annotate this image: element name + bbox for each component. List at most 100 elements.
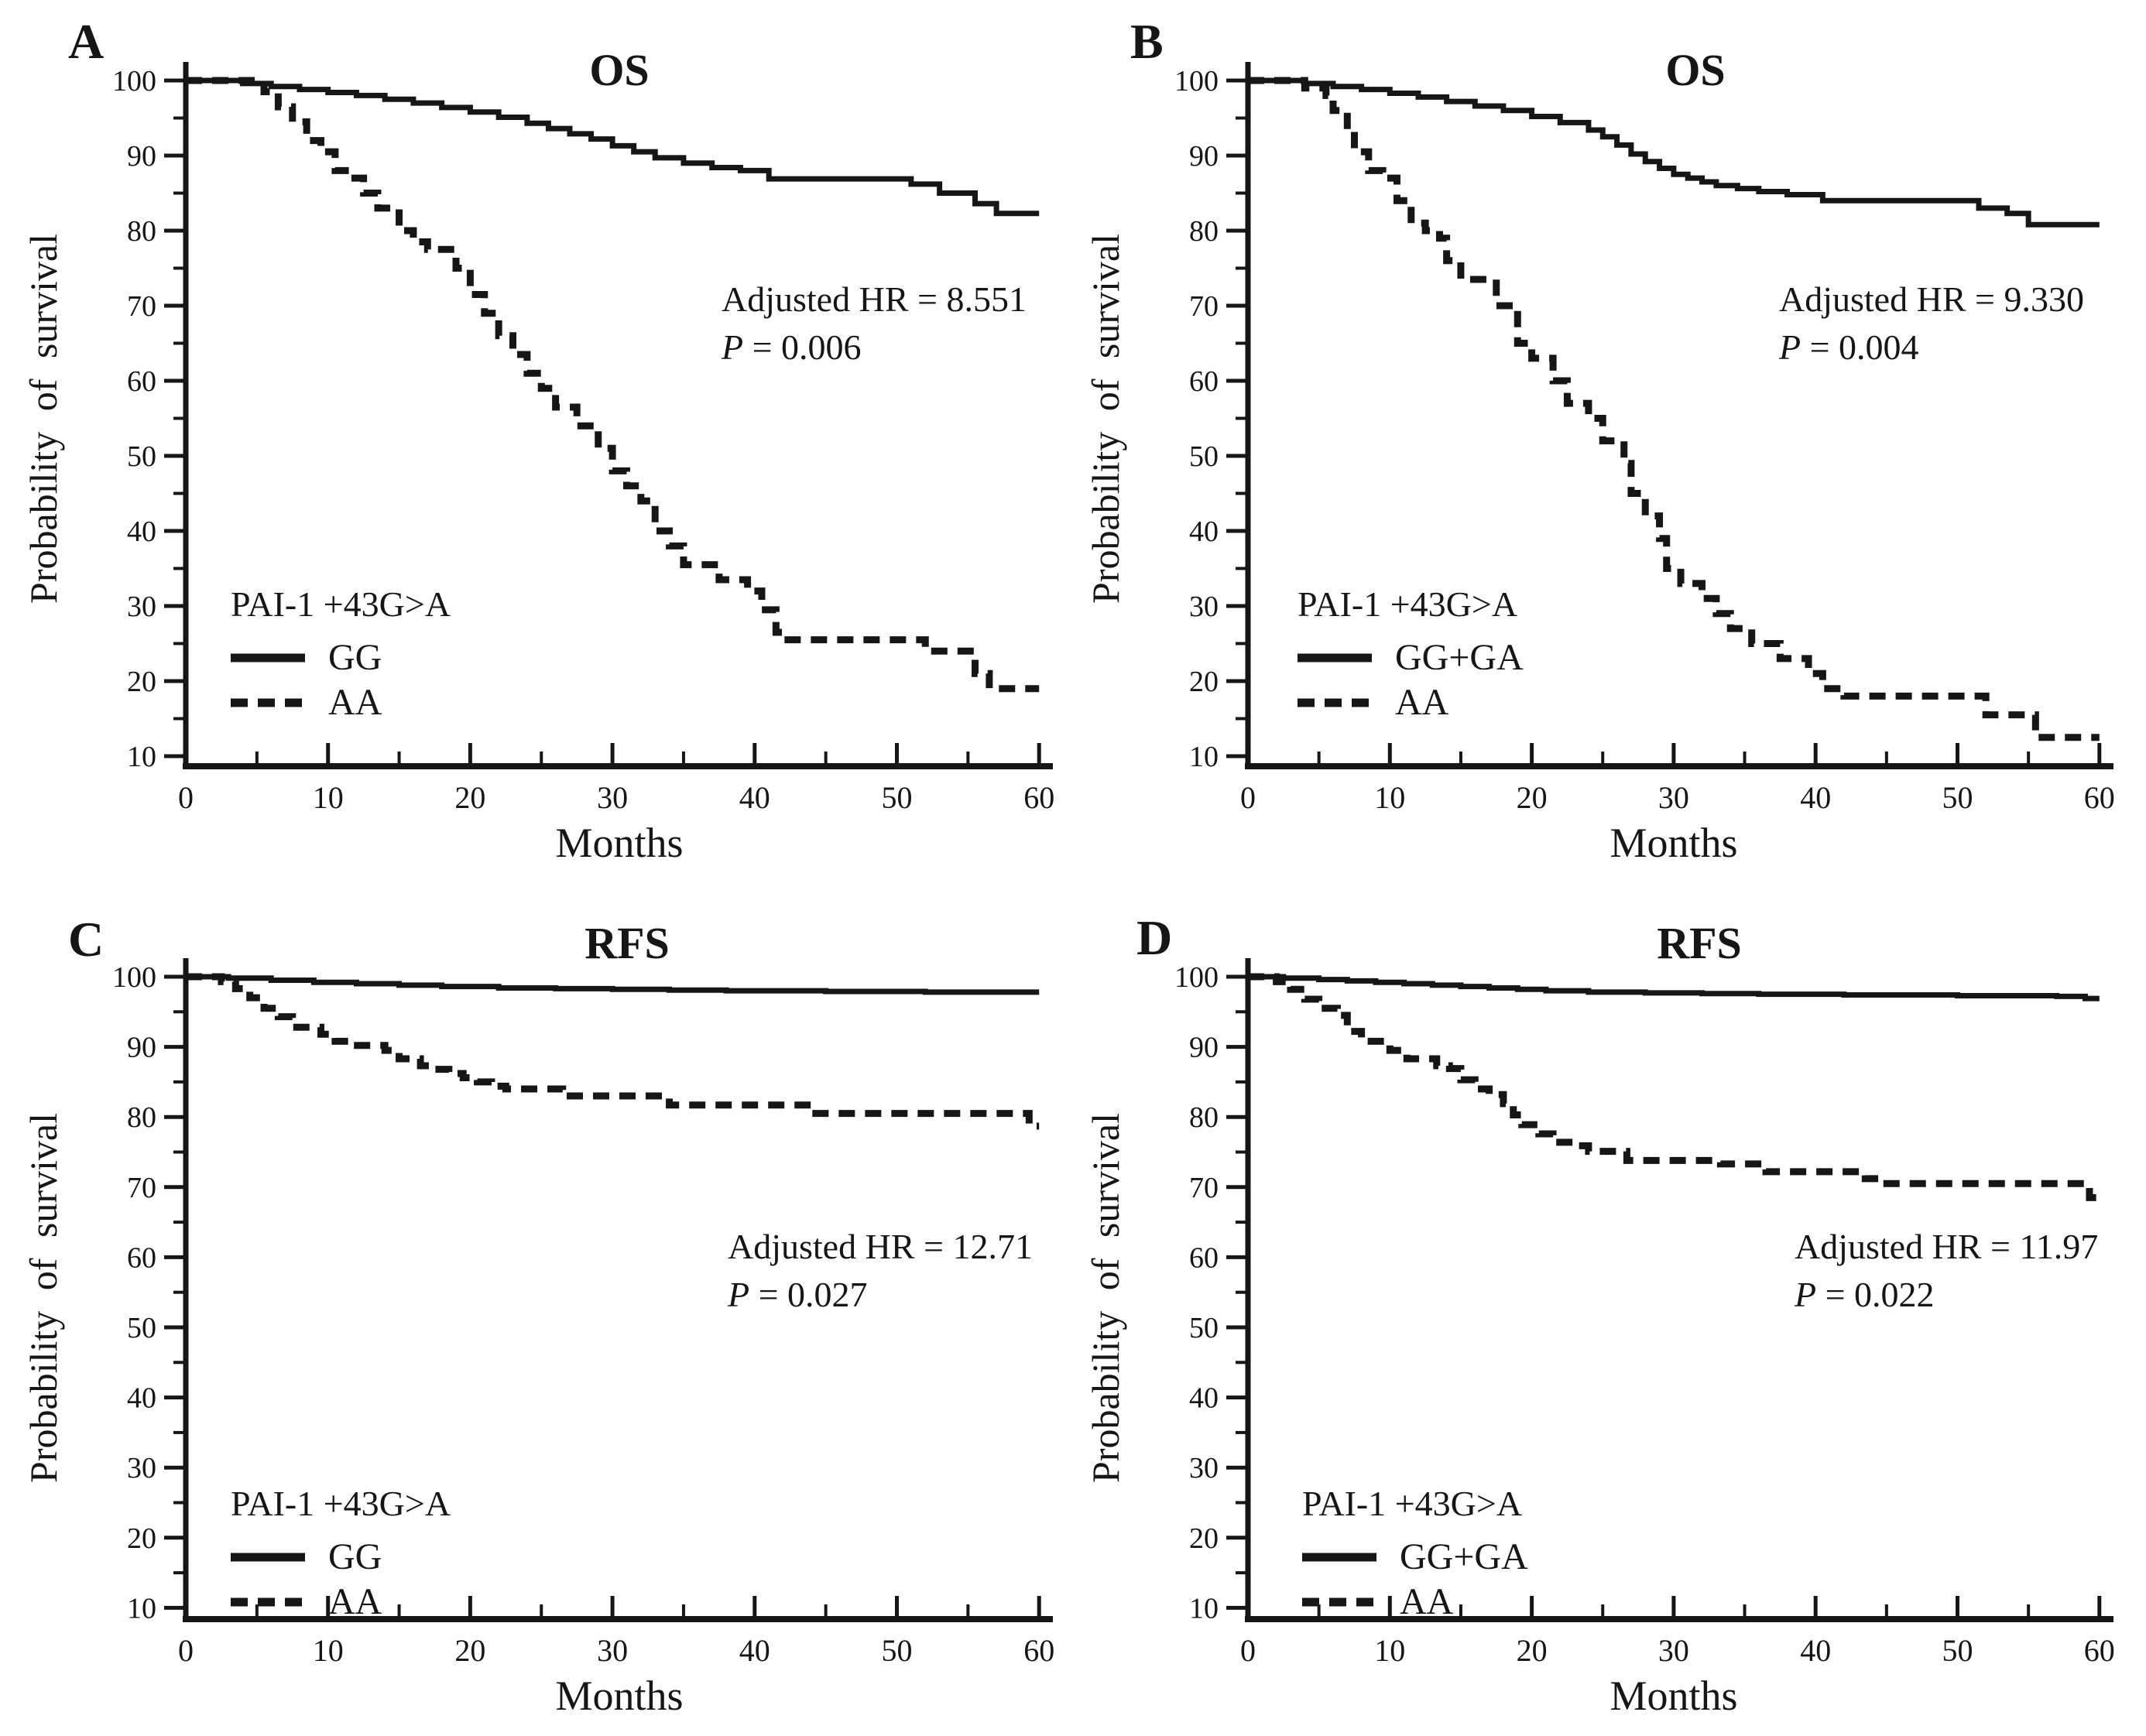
panel-a-p-line: P = 0.006 — [722, 327, 862, 367]
y-tick-label: 50 — [127, 1312, 156, 1344]
x-tick-label: 0 — [178, 1633, 194, 1668]
panel-b-x-axis-label: Months — [1610, 820, 1738, 866]
panel-a-letter: A — [68, 14, 105, 69]
solid-line-sample-icon — [231, 653, 305, 663]
survival-curve-gg — [186, 77, 1040, 217]
x-tick-label: 30 — [597, 1633, 628, 1668]
panel-c-legend: PAI-1 +43G>A GG AA — [231, 1484, 451, 1625]
x-tick-label: 20 — [1517, 780, 1548, 815]
y-tick-label: 70 — [127, 290, 156, 323]
panel-a-legend-label-solid: GG — [328, 637, 382, 679]
panel-b-legend-label-solid: GG+GA — [1395, 637, 1524, 679]
solid-line-sample-icon — [231, 1553, 305, 1562]
panel-b-p-line: P = 0.004 — [1779, 327, 1919, 367]
survival-curve-aa — [186, 77, 1040, 693]
panel-d-hr-line: Adjusted HR = 11.97 — [1795, 1227, 2099, 1266]
panel-c-y-axis-label: Probability of survival — [22, 1113, 65, 1483]
panel-c-x-axis-label: Months — [555, 1673, 684, 1719]
panel-c-hr-annotation: Adjusted HR = 12.71 P = 0.027 — [728, 1223, 1033, 1319]
panel-b-letter: B — [1130, 14, 1164, 69]
dashed-line-sample-icon — [231, 1597, 305, 1607]
y-tick-label: 100 — [1174, 961, 1219, 994]
y-tick-label: 70 — [127, 1172, 156, 1204]
panel-d-p-line: P = 0.022 — [1795, 1275, 1935, 1314]
x-tick-label: 10 — [1374, 780, 1405, 815]
panel-b-y-axis-label: Probability of survival — [1084, 234, 1127, 604]
panel-c-legend-label-solid: GG — [328, 1536, 382, 1578]
dashed-line-sample-icon — [231, 698, 305, 707]
y-tick-label: 20 — [127, 666, 156, 698]
panel-c-legend-header: PAI-1 +43G>A — [231, 1484, 451, 1523]
panel-d-legend-label-solid: GG+GA — [1400, 1536, 1528, 1578]
panel-a-legend-header: PAI-1 +43G>A — [231, 584, 451, 624]
survival-curve-aa — [1248, 77, 2100, 741]
solid-line-sample-icon — [1298, 653, 1372, 663]
x-tick-label: 20 — [454, 1633, 485, 1668]
y-tick-label: 40 — [127, 515, 156, 548]
panel-c-hr-line: Adjusted HR = 12.71 — [728, 1227, 1033, 1266]
panel-a-title: OS — [589, 45, 650, 95]
panel-c-legend-label-dashed: AA — [328, 1581, 382, 1623]
panel-c-legend-item-solid: GG — [231, 1535, 451, 1580]
y-tick-label: 100 — [1174, 65, 1219, 98]
panel-d-letter: D — [1136, 910, 1173, 965]
x-tick-label: 40 — [739, 1633, 770, 1668]
y-tick-label: 30 — [127, 591, 156, 623]
panel-b-legend-item-solid: GG+GA — [1298, 635, 1524, 680]
x-tick-label: 60 — [1023, 1633, 1054, 1668]
y-tick-label: 30 — [127, 1452, 156, 1484]
panel-d-legend: PAI-1 +43G>A GG+GA AA — [1302, 1484, 1528, 1625]
y-tick-label: 80 — [1189, 215, 1219, 248]
y-tick-label: 40 — [127, 1382, 156, 1415]
y-tick-label: 30 — [1189, 1452, 1219, 1484]
panel-b-title: OS — [1665, 45, 1726, 95]
panel-a-legend-item-solid: GG — [231, 635, 451, 680]
y-tick-label: 20 — [1189, 1522, 1219, 1555]
panel-b-legend-item-dashed: AA — [1298, 680, 1524, 725]
x-tick-label: 40 — [739, 780, 770, 815]
panel-d-x-axis-label: Months — [1610, 1673, 1738, 1719]
panel-a-hr-line: Adjusted HR = 8.551 — [722, 279, 1027, 319]
y-tick-label: 90 — [1189, 140, 1219, 173]
y-tick-label: 90 — [127, 140, 156, 173]
survival-curve-aa — [1248, 973, 2100, 1201]
x-tick-label: 20 — [1517, 1633, 1548, 1668]
solid-line-sample-icon — [1302, 1553, 1376, 1562]
x-tick-label: 10 — [1374, 1633, 1405, 1668]
x-tick-label: 60 — [2084, 780, 2115, 815]
survival-curve-gg — [186, 974, 1040, 995]
panel-a-legend: PAI-1 +43G>A GG AA — [231, 584, 451, 725]
x-tick-label: 30 — [1658, 780, 1689, 815]
panel-a-hr-annotation: Adjusted HR = 8.551 P = 0.006 — [722, 276, 1027, 372]
y-tick-label: 10 — [127, 1592, 156, 1625]
y-tick-label: 80 — [1189, 1101, 1219, 1134]
x-tick-label: 50 — [882, 780, 913, 815]
dashed-line-sample-icon — [1298, 698, 1372, 707]
x-tick-label: 60 — [1023, 780, 1054, 815]
panel-d-hr-annotation: Adjusted HR = 11.97 P = 0.022 — [1795, 1223, 2098, 1319]
panel-c-letter: C — [68, 912, 105, 967]
panel-b-legend-header: PAI-1 +43G>A — [1298, 584, 1518, 624]
y-tick-label: 60 — [1189, 365, 1219, 398]
y-tick-label: 100 — [112, 961, 156, 994]
y-tick-label: 90 — [1189, 1032, 1219, 1064]
y-tick-label: 30 — [1189, 591, 1219, 623]
y-tick-label: 60 — [127, 365, 156, 398]
x-tick-label: 30 — [597, 780, 628, 815]
y-tick-label: 50 — [1189, 440, 1219, 473]
y-tick-label: 50 — [127, 440, 156, 473]
panel-b-legend-label-dashed: AA — [1395, 682, 1449, 724]
panel-d-plot: 0 10 20 30 40 50 60 100 90 80 70 60 50 40 30 20 10 — [1174, 958, 2115, 1668]
panel-b-hr-annotation: Adjusted HR = 9.330 P = 0.004 — [1779, 276, 2084, 372]
panel-d-legend-header: PAI-1 +43G>A — [1302, 1484, 1523, 1523]
y-tick-label: 70 — [1189, 290, 1219, 323]
x-tick-label: 0 — [178, 780, 194, 815]
panel-d-y-axis-label: Probability of survival — [1084, 1113, 1127, 1483]
y-tick-label: 80 — [127, 1101, 156, 1134]
x-tick-label: 0 — [1240, 780, 1256, 815]
x-tick-label: 10 — [313, 1633, 344, 1668]
panel-a-legend-item-dashed: AA — [231, 680, 451, 725]
panel-d-legend-item-solid: GG+GA — [1302, 1535, 1528, 1580]
